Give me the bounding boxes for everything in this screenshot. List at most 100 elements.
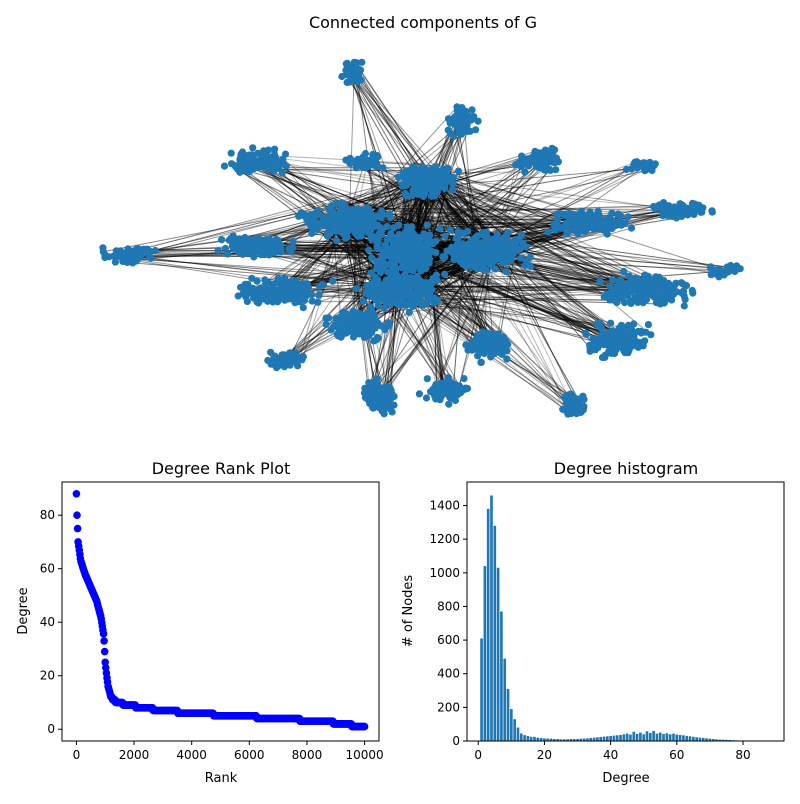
- rank-plot-x-label: Rank: [205, 771, 238, 786]
- network-node: [134, 256, 141, 263]
- network-node: [396, 241, 403, 248]
- network-node: [512, 161, 519, 168]
- network-node: [332, 200, 339, 207]
- network-node: [496, 348, 503, 355]
- network-node: [359, 164, 366, 171]
- network-node: [640, 164, 647, 171]
- network-node: [615, 343, 622, 350]
- network-node: [552, 166, 559, 173]
- network-node: [427, 285, 434, 292]
- network-node: [521, 157, 528, 164]
- network-node: [544, 228, 551, 235]
- network-node: [569, 399, 576, 406]
- rank-point: [101, 648, 109, 656]
- network-node: [373, 336, 380, 343]
- network-node: [639, 279, 646, 286]
- rank-y-tick-label: 20: [40, 669, 55, 683]
- histogram-bar: [639, 733, 642, 741]
- network-node: [477, 359, 484, 366]
- rank-point: [100, 630, 108, 638]
- network-node: [503, 347, 510, 354]
- network-node: [550, 158, 557, 165]
- network-node: [595, 214, 602, 221]
- network-node: [373, 288, 380, 295]
- network-node: [265, 147, 272, 154]
- histogram-bar: [487, 509, 490, 741]
- network-node: [621, 299, 628, 306]
- rank-point: [100, 637, 108, 645]
- histogram-bar: [675, 735, 678, 741]
- network-node: [462, 341, 469, 348]
- histogram-bar: [659, 733, 662, 741]
- rank-y-tick-label: 0: [47, 722, 55, 736]
- histogram-bar: [672, 734, 675, 741]
- network-node: [278, 292, 285, 299]
- network-node: [695, 202, 702, 209]
- network-node: [395, 222, 402, 229]
- histogram-bar: [533, 737, 536, 741]
- network-node: [558, 210, 565, 217]
- network-node: [640, 286, 647, 293]
- histogram-bar: [480, 638, 483, 741]
- network-node: [355, 330, 362, 337]
- network-node: [520, 240, 527, 247]
- network-node: [372, 296, 379, 303]
- histogram-bar: [493, 526, 496, 741]
- network-node: [446, 379, 453, 386]
- histogram-bar: [510, 709, 513, 741]
- network-node: [596, 223, 603, 230]
- network-node: [254, 278, 261, 285]
- network-node: [630, 320, 637, 327]
- network-node: [344, 71, 351, 78]
- network-node: [426, 183, 433, 190]
- histogram-area: [467, 482, 784, 741]
- network-node: [495, 333, 502, 340]
- network-node: [444, 165, 451, 172]
- network-node: [603, 224, 610, 231]
- network-node: [549, 145, 556, 152]
- network-node: [483, 336, 490, 343]
- network-node: [287, 294, 294, 301]
- network-node: [379, 251, 386, 258]
- network-node: [417, 235, 424, 242]
- rank-x-tick-label: 10000: [345, 748, 383, 762]
- network-node: [652, 291, 659, 298]
- network-node: [424, 222, 431, 229]
- network-node: [458, 247, 465, 254]
- histogram-bar: [626, 734, 629, 741]
- network-node: [365, 247, 372, 254]
- network-node: [474, 332, 481, 339]
- network-node: [369, 389, 376, 396]
- network-node: [385, 234, 392, 241]
- network-node: [333, 237, 340, 244]
- network-node: [246, 164, 253, 171]
- histogram-bar: [513, 719, 516, 741]
- network-node: [340, 324, 347, 331]
- network-node: [249, 245, 256, 252]
- histogram-bar: [603, 737, 606, 741]
- network-node: [597, 320, 604, 327]
- network-node: [253, 238, 260, 245]
- network-node: [423, 394, 430, 401]
- histogram-bar: [523, 735, 526, 741]
- network-node: [483, 348, 490, 355]
- histogram-bar: [619, 735, 622, 741]
- network-node: [454, 391, 461, 398]
- network-node: [615, 290, 622, 297]
- network-node: [464, 128, 471, 135]
- network-node: [295, 213, 302, 220]
- network-node: [347, 63, 354, 70]
- network-node: [666, 281, 673, 288]
- network-node: [642, 295, 649, 302]
- network-node: [380, 265, 387, 272]
- network-node: [386, 253, 393, 260]
- network-node: [300, 353, 307, 360]
- network-node: [503, 258, 510, 265]
- histogram-bar: [652, 731, 655, 741]
- rank-y-tick-label: 60: [40, 562, 55, 576]
- network-node: [441, 271, 448, 278]
- network-node: [620, 268, 627, 275]
- network-node: [382, 242, 389, 249]
- histogram-bar: [632, 732, 635, 741]
